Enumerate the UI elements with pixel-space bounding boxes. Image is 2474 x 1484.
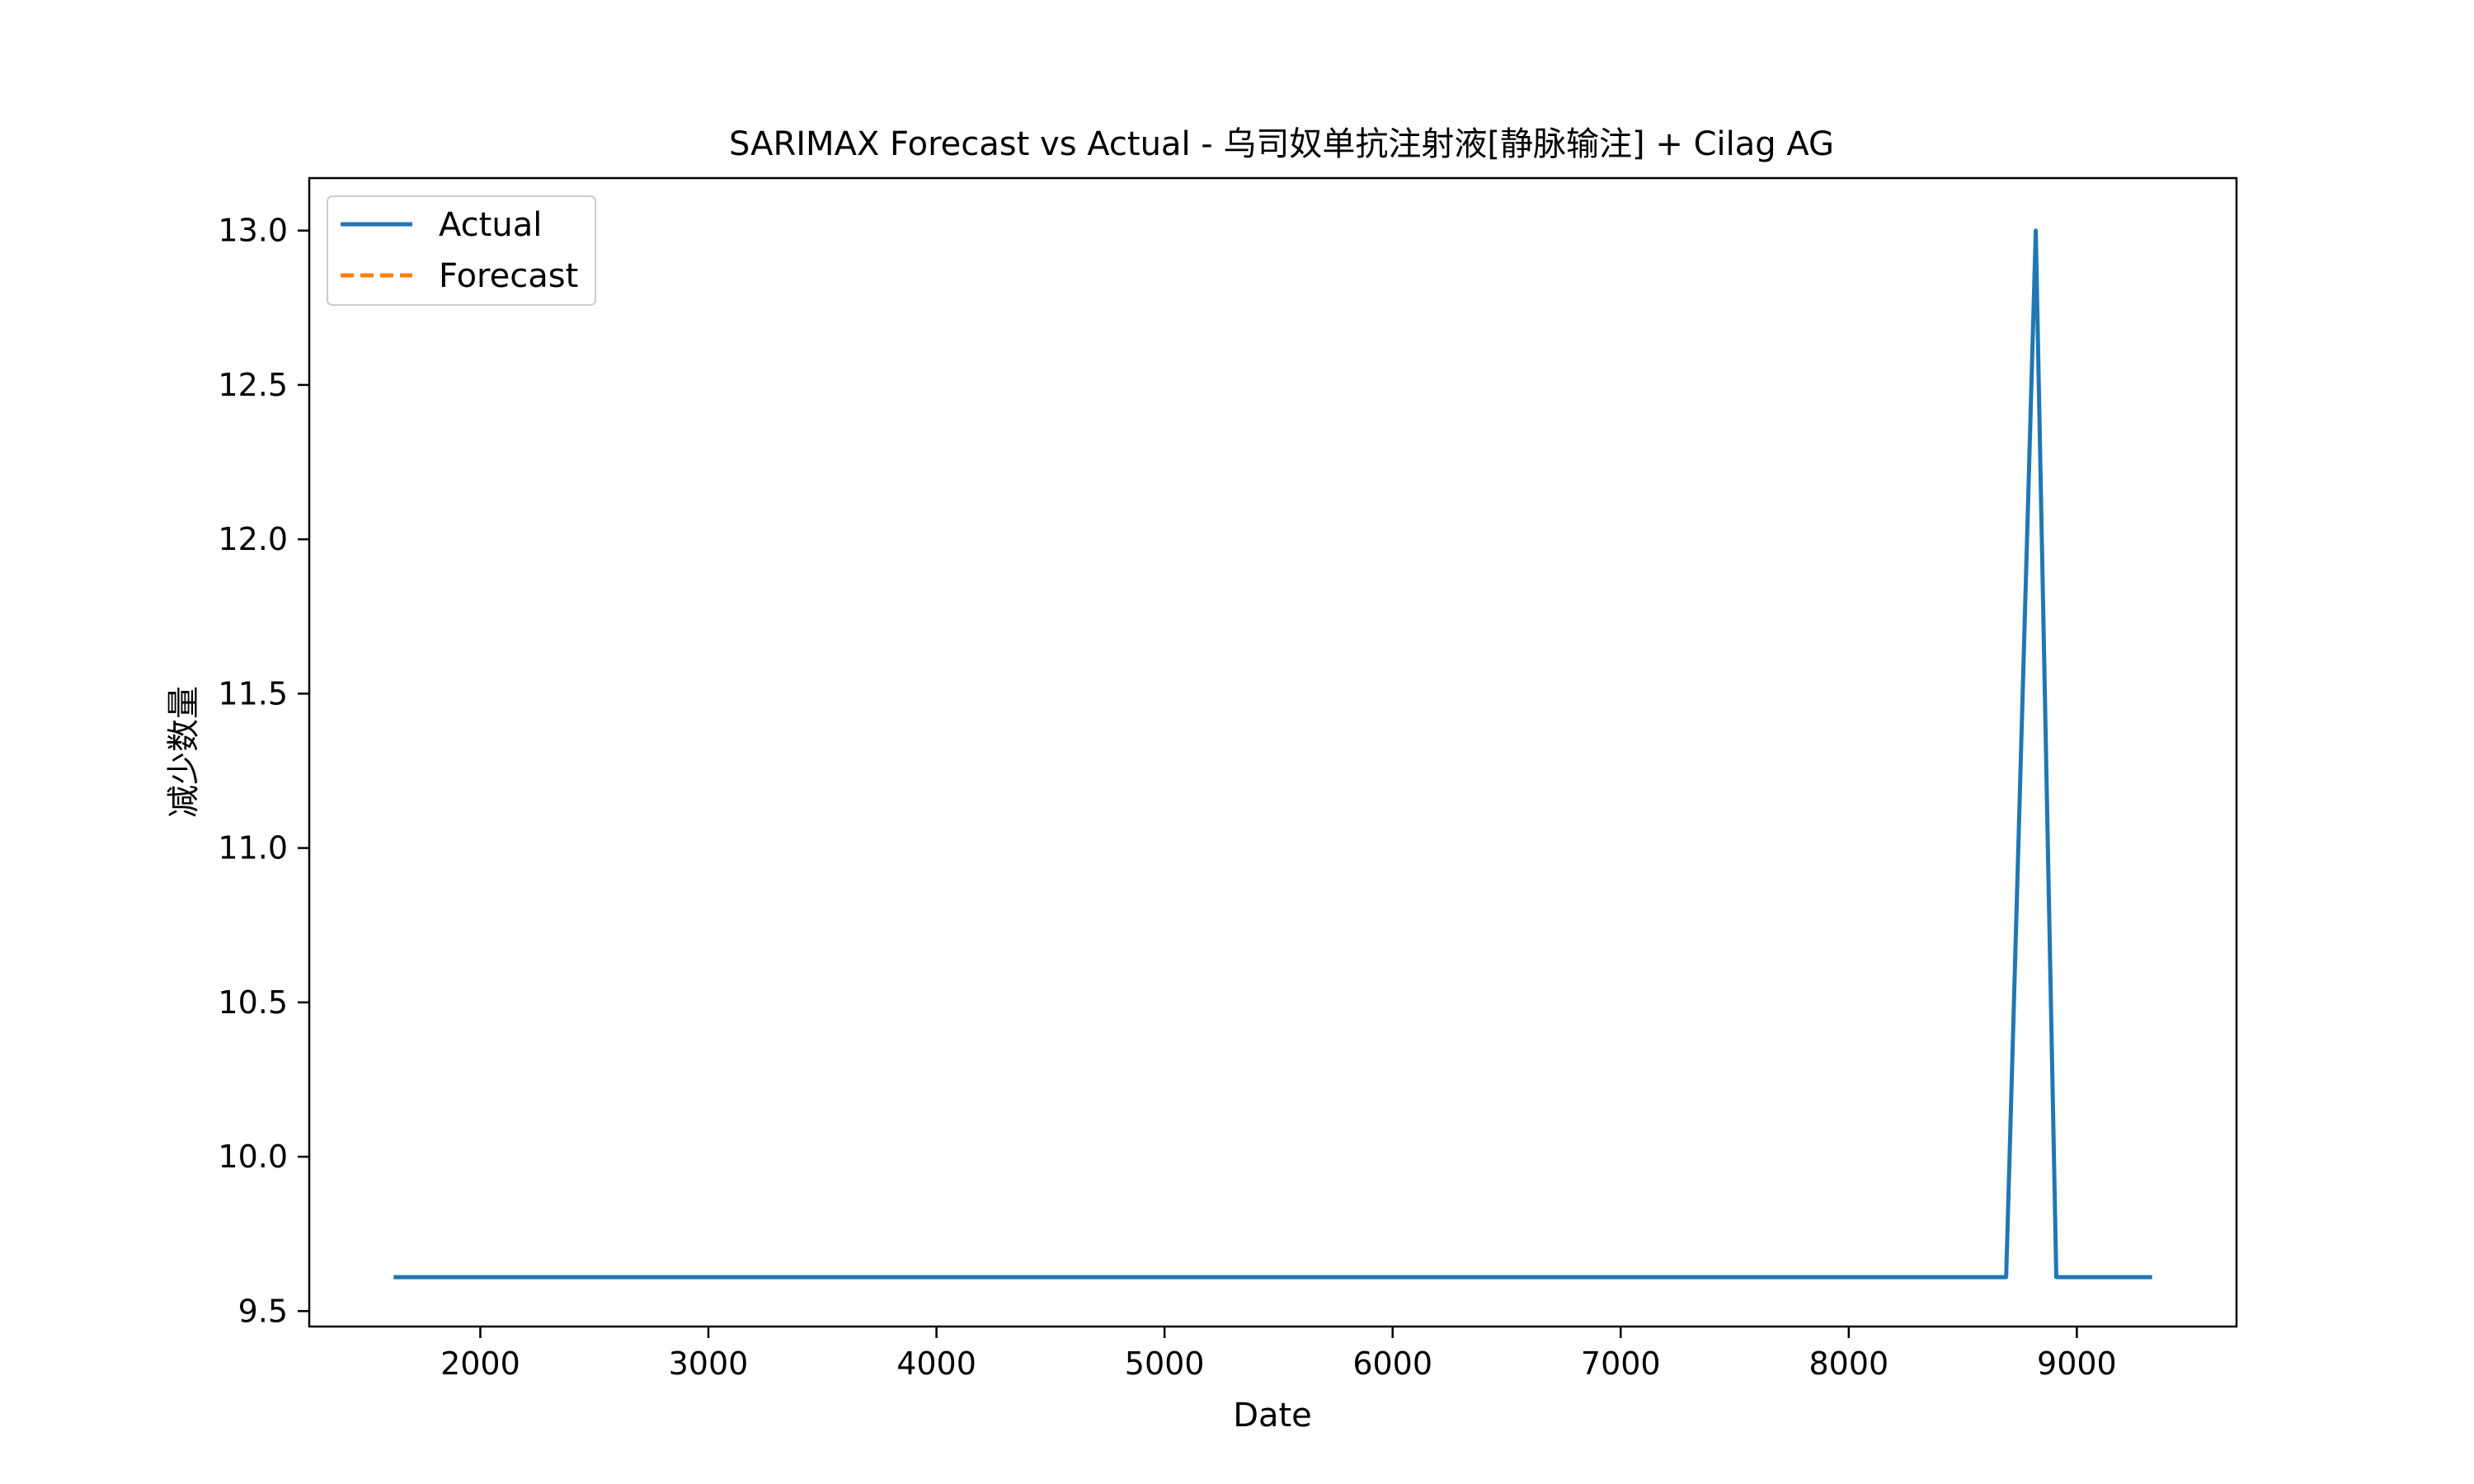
x-tick-label: 3000: [669, 1345, 749, 1382]
x-tick-label: 8000: [1808, 1345, 1888, 1382]
y-tick-label: 9.5: [238, 1293, 288, 1329]
legend: Actual Forecast: [327, 195, 596, 306]
y-axis: 9.5 10.0 10.5 11.0 11.5 12.0 12.5 13.0: [218, 213, 309, 1329]
y-tick-label: 11.5: [218, 675, 288, 711]
y-tick-label: 10.0: [218, 1139, 288, 1175]
series-layer: [393, 228, 2152, 1280]
y-tick-label: 11.0: [218, 830, 288, 866]
x-axis-label: Date: [1233, 1397, 1312, 1435]
x-tick-label: 5000: [1125, 1345, 1205, 1382]
series-line-actual: [393, 228, 2152, 1280]
legend-label-forecast: Forecast: [439, 257, 578, 295]
y-tick-label: 13.0: [218, 213, 288, 249]
legend-label-actual: Actual: [439, 206, 542, 244]
plot-area-frame: [308, 176, 2238, 1328]
x-tick-label: 6000: [1352, 1345, 1432, 1382]
chart-title: SARIMAX Forecast vs Actual - 乌司奴单抗注射液[静脉…: [729, 125, 1834, 163]
x-tick-label: 4000: [896, 1345, 976, 1382]
x-axis: 2000 3000 4000 5000 6000 7000 8000 9000: [440, 1327, 2117, 1382]
x-tick-label: 9000: [2037, 1345, 2117, 1382]
y-tick-label: 10.5: [218, 984, 288, 1021]
x-tick-label: 2000: [440, 1345, 520, 1382]
x-tick-label: 7000: [1581, 1345, 1661, 1382]
y-tick-label: 12.0: [218, 521, 288, 557]
y-tick-label: 12.5: [218, 367, 288, 403]
y-axis-label: 减少数量: [165, 686, 203, 818]
